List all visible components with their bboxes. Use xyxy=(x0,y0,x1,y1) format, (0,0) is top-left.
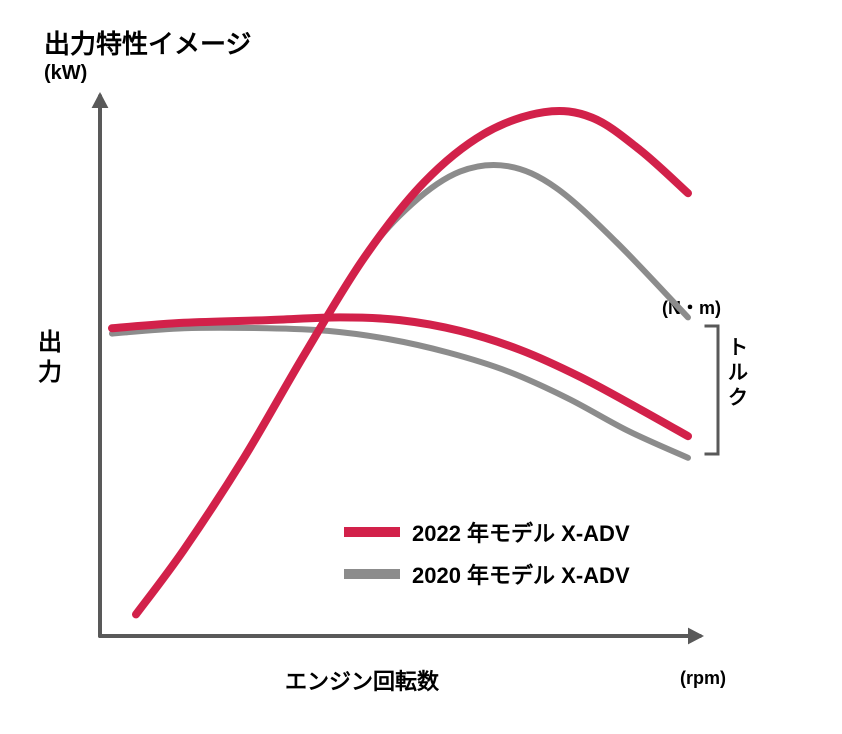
plot-svg xyxy=(0,0,842,734)
series-torque_2020 xyxy=(112,328,688,458)
legend-label-2020: 2020 年モデル X-ADV xyxy=(412,558,630,590)
legend-swatch-2022 xyxy=(344,527,400,537)
legend-label-2022: 2022 年モデル X-ADV xyxy=(412,516,630,548)
legend-item-2022: 2022 年モデル X-ADV xyxy=(344,516,630,548)
chart-stage: 出力特性イメージ (kW) 出 力 (N・m) ト ル ク エンジン回転数 (r… xyxy=(0,0,842,734)
legend-swatch-2020 xyxy=(344,569,400,579)
legend: 2022 年モデル X-ADV 2020 年モデル X-ADV xyxy=(344,516,630,600)
legend-item-2020: 2020 年モデル X-ADV xyxy=(344,558,630,590)
